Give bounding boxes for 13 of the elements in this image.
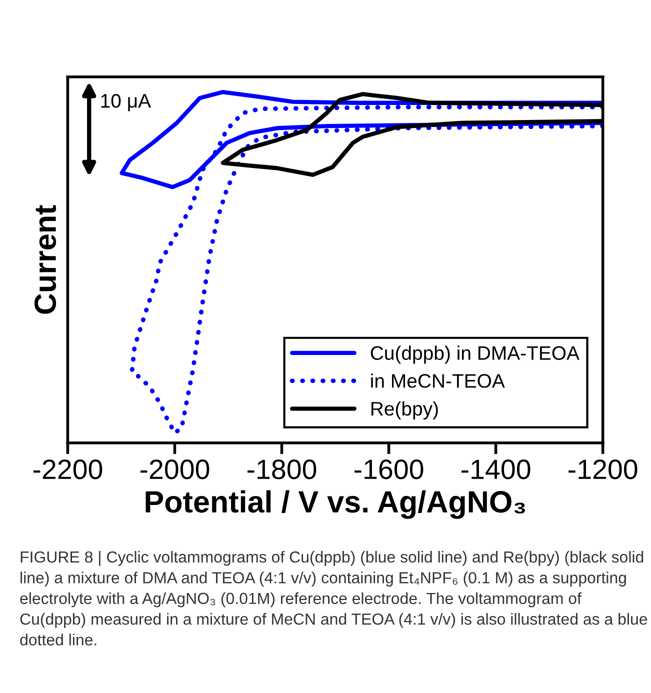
legend-label: in MeCN-TEOA xyxy=(371,374,505,388)
x-axis-title: Potential / V vs. Ag/AgNO₃ xyxy=(146,490,526,519)
caption: FIGURE 8 | Cyclic voltammograms of Cu(dppb) (blue solid line) and Re(bpy) (black solid line) a mixture of DMA and TEOA (4:1 v/v) containing Et₄NPF₆ (0.1 M) as a supporting electrolyte with a Ag/AgNO₃ (0.01M) reference electrode. The voltammogram of Cu(dppb) measured in a mixture of MeCN and TEOA (4:1 v/v) is also illustrated as a blue dotted line. xyxy=(20,550,648,646)
legend-label: Re(bpy) xyxy=(371,401,438,420)
x-tick-label: -2000 xyxy=(140,460,210,480)
x-tick-label: -1600 xyxy=(354,460,424,480)
annotation: 10 μA xyxy=(101,94,151,112)
x-tick-label: -2200 xyxy=(33,460,102,480)
x-tick-label: -1400 xyxy=(462,460,530,480)
x-tick-label: -1800 xyxy=(247,460,316,480)
legend-label: Cu(dppb) in DMA-TEOA xyxy=(370,346,580,364)
x-tick-label: -1200 xyxy=(568,460,638,480)
y-axis-title: Current xyxy=(34,205,56,314)
